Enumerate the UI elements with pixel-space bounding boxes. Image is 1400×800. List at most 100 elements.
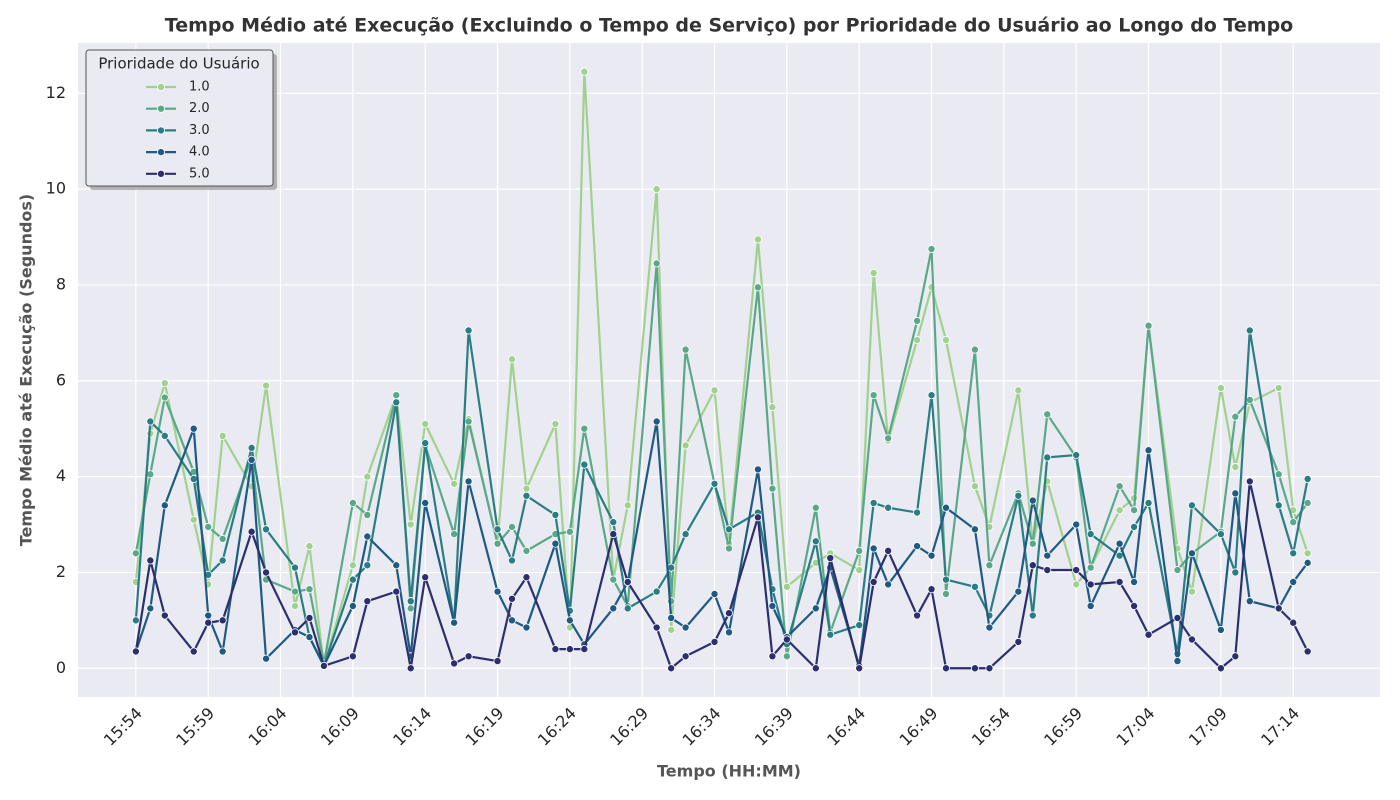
x-tick-label: 16:49 bbox=[896, 704, 942, 750]
data-point bbox=[146, 556, 155, 565]
data-point bbox=[1231, 489, 1240, 498]
data-point bbox=[768, 652, 777, 661]
data-point bbox=[652, 587, 661, 596]
data-point bbox=[1014, 587, 1023, 596]
data-point bbox=[262, 525, 271, 534]
data-point bbox=[406, 664, 415, 673]
legend-label: 2.0 bbox=[189, 101, 210, 116]
data-point bbox=[869, 498, 878, 507]
data-point bbox=[1028, 611, 1037, 620]
legend-marker bbox=[156, 126, 165, 135]
data-point bbox=[623, 604, 632, 613]
data-point bbox=[1130, 506, 1139, 515]
data-point bbox=[753, 465, 762, 474]
data-point bbox=[855, 566, 864, 575]
data-point bbox=[522, 623, 531, 632]
data-point bbox=[406, 520, 415, 529]
x-tick-label: 16:19 bbox=[462, 704, 508, 750]
data-point bbox=[189, 515, 198, 524]
data-point bbox=[811, 503, 820, 512]
data-point bbox=[247, 455, 256, 464]
x-axis-label: Tempo (HH:MM) bbox=[657, 762, 801, 781]
data-point bbox=[218, 556, 227, 565]
chart-title: Tempo Médio até Execução (Excluindo o Te… bbox=[165, 15, 1293, 37]
data-point bbox=[970, 582, 979, 591]
data-point bbox=[348, 652, 357, 661]
data-point bbox=[681, 652, 690, 661]
data-point bbox=[1187, 587, 1196, 596]
data-point bbox=[855, 621, 864, 630]
data-point bbox=[160, 431, 169, 440]
data-point bbox=[681, 441, 690, 450]
data-point bbox=[855, 664, 864, 673]
data-point bbox=[681, 623, 690, 632]
data-point bbox=[421, 573, 430, 582]
data-point bbox=[652, 623, 661, 632]
data-point bbox=[913, 611, 922, 620]
data-point bbox=[942, 589, 951, 598]
data-point bbox=[160, 611, 169, 620]
data-point bbox=[1115, 539, 1124, 548]
data-point bbox=[363, 510, 372, 519]
y-tick-label: 2 bbox=[56, 562, 66, 581]
y-tick-label: 0 bbox=[56, 658, 66, 677]
data-point bbox=[565, 616, 574, 625]
data-point bbox=[204, 618, 213, 627]
data-point bbox=[189, 424, 198, 433]
data-point bbox=[290, 601, 299, 610]
data-point bbox=[305, 585, 314, 594]
data-point bbox=[609, 575, 618, 584]
data-point bbox=[551, 510, 560, 519]
data-point bbox=[363, 472, 372, 481]
data-point bbox=[507, 355, 516, 364]
data-point bbox=[551, 539, 560, 548]
data-point bbox=[204, 611, 213, 620]
data-point bbox=[392, 398, 401, 407]
data-point bbox=[913, 336, 922, 345]
data-point bbox=[725, 544, 734, 553]
data-point bbox=[493, 587, 502, 596]
data-point bbox=[609, 530, 618, 539]
data-point bbox=[319, 661, 328, 670]
data-point bbox=[623, 578, 632, 587]
x-tick-label: 15:54 bbox=[100, 704, 146, 750]
data-point bbox=[1086, 580, 1095, 589]
data-point bbox=[913, 508, 922, 517]
data-point bbox=[1115, 506, 1124, 515]
data-point bbox=[363, 532, 372, 541]
data-point bbox=[348, 561, 357, 570]
legend-title: Prioridade do Usuário bbox=[98, 55, 259, 73]
data-point bbox=[1014, 386, 1023, 395]
data-point bbox=[1216, 664, 1225, 673]
data-point bbox=[146, 470, 155, 479]
data-point bbox=[464, 652, 473, 661]
data-point bbox=[768, 601, 777, 610]
data-point bbox=[1231, 568, 1240, 577]
data-point bbox=[580, 424, 589, 433]
data-point bbox=[869, 268, 878, 277]
data-point bbox=[985, 664, 994, 673]
data-point bbox=[913, 542, 922, 551]
data-point bbox=[464, 326, 473, 335]
data-point bbox=[305, 633, 314, 642]
data-point bbox=[218, 647, 227, 656]
data-point bbox=[782, 582, 791, 591]
legend-marker bbox=[156, 169, 165, 178]
data-point bbox=[146, 604, 155, 613]
data-point bbox=[421, 439, 430, 448]
data-point bbox=[811, 664, 820, 673]
data-point bbox=[1274, 470, 1283, 479]
data-point bbox=[1014, 491, 1023, 500]
data-point bbox=[609, 604, 618, 613]
data-point bbox=[1216, 530, 1225, 539]
data-point bbox=[1289, 518, 1298, 527]
data-point bbox=[970, 664, 979, 673]
data-point bbox=[392, 561, 401, 570]
data-point bbox=[262, 568, 271, 577]
data-point bbox=[811, 537, 820, 546]
data-point bbox=[1289, 618, 1298, 627]
data-point bbox=[421, 419, 430, 428]
data-point bbox=[421, 498, 430, 507]
data-point bbox=[131, 616, 140, 625]
data-point bbox=[1028, 561, 1037, 570]
